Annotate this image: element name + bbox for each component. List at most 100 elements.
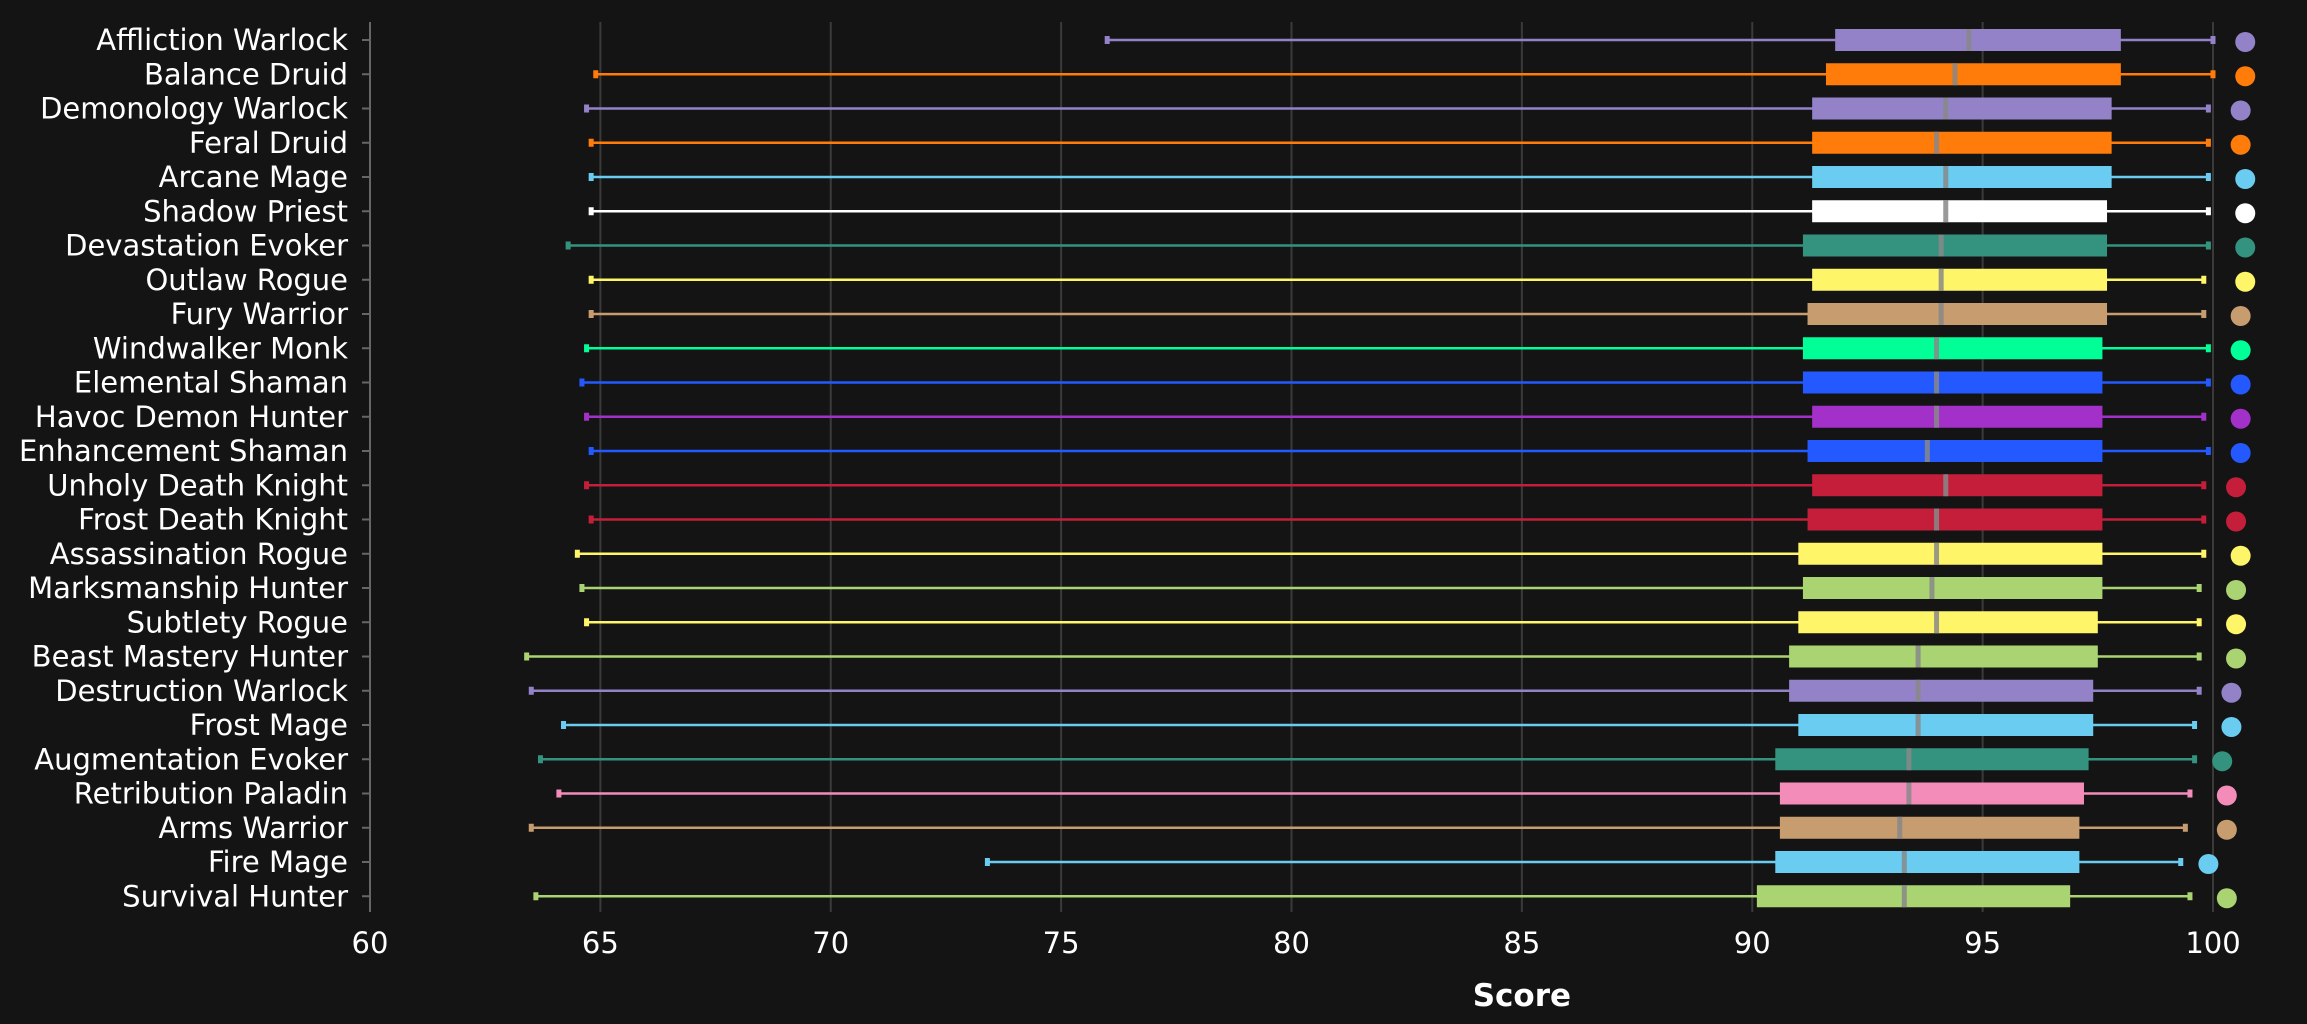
category-label: Demonology Warlock [40, 92, 348, 126]
x-tick-label: 70 [812, 926, 849, 960]
whisker-cap-max [2210, 70, 2216, 79]
mean-dot [2230, 374, 2251, 395]
x-tick-label: 85 [1503, 926, 1540, 960]
mean-dot [2230, 134, 2251, 155]
whisker-cap-max [2205, 378, 2211, 387]
box-row [1104, 29, 2256, 52]
mean-dot [2226, 511, 2247, 532]
iqr-box [1807, 440, 2103, 462]
iqr-box [1798, 611, 2098, 634]
median-mark [1934, 405, 1940, 428]
iqr-box [1807, 303, 2108, 325]
category-label: Arms Warrior [159, 811, 349, 845]
x-tick-label: 90 [1734, 926, 1771, 960]
mean-dot [2198, 854, 2219, 874]
x-tick-label: 60 [352, 926, 389, 960]
whisker-cap-max [2187, 892, 2193, 901]
mean-dot [2230, 306, 2251, 326]
mean-dot [2230, 545, 2251, 566]
whisker-cap-min [565, 241, 571, 250]
box-row [588, 440, 2251, 463]
mean-dot [2235, 203, 2256, 224]
iqr-box [1789, 679, 2094, 702]
iqr-box [1807, 508, 2103, 531]
whisker-cap-min [588, 173, 594, 181]
iqr-box [1775, 851, 2080, 873]
whisker-cap-max [2205, 344, 2211, 353]
median-mark [1906, 782, 1912, 805]
category-label: Unholy Death Knight [47, 468, 348, 502]
whisker-cap-max [2201, 515, 2207, 524]
median-mark [1906, 748, 1912, 771]
median-mark [1915, 645, 1921, 668]
whisker-cap-max [2196, 652, 2202, 661]
box-row [579, 371, 2251, 395]
whisker-cap-min [984, 858, 990, 866]
whisker-cap-max [2201, 412, 2207, 421]
median-mark [1934, 371, 1940, 394]
iqr-box [1812, 131, 2112, 154]
category-label: Arcane Mage [159, 160, 348, 194]
whisker-cap-min [528, 686, 534, 695]
box-row [524, 645, 2247, 669]
mean-dot [2235, 32, 2256, 52]
category-label: Balance Druid [144, 57, 348, 91]
median-mark [1966, 29, 1972, 51]
category-label: Outlaw Rogue [145, 263, 348, 297]
whisker-cap-min [588, 138, 594, 147]
iqr-box [1775, 748, 2089, 771]
box-row [579, 577, 2247, 600]
median-mark [1934, 611, 1940, 634]
whisker-cap-max [2201, 275, 2207, 284]
mean-dot [2235, 66, 2256, 87]
whisker-cap-max [2201, 549, 2207, 558]
whisker-cap-min [574, 549, 580, 558]
category-label: Fire Mage [208, 845, 348, 879]
mean-dot [2216, 819, 2237, 840]
series-boxes [524, 29, 2256, 909]
whisker-cap-min [528, 823, 534, 832]
whisker-cap-max [2178, 858, 2184, 866]
median-mark [1934, 131, 1940, 154]
box-row [561, 714, 2242, 737]
category-label: Survival Hunter [122, 879, 348, 913]
iqr-box [1789, 645, 2098, 668]
mean-dot [2230, 408, 2251, 429]
category-label: Destruction Warlock [55, 674, 348, 708]
iqr-box [1812, 200, 2108, 223]
whisker-cap-max [2201, 310, 2207, 318]
whisker-cap-max [2205, 138, 2211, 147]
category-label: Enhancement Shaman [19, 434, 348, 468]
x-tick-label: 100 [2185, 926, 2240, 960]
whisker-cap-max [2205, 241, 2211, 250]
mean-dot [2226, 614, 2247, 635]
mean-dot [2230, 340, 2251, 361]
box-row [574, 542, 2251, 566]
mean-dot [2235, 237, 2256, 258]
box-row [584, 474, 2247, 498]
axes: 60 65 70 75 80 85 90 95 100 [352, 22, 2241, 960]
median-mark [1934, 508, 1940, 531]
median-mark [1934, 337, 1940, 360]
category-label: Havoc Demon Hunter [35, 400, 348, 434]
median-mark [1938, 303, 1944, 325]
box-row [984, 851, 2219, 874]
whisker-cap-min [579, 378, 585, 387]
median-mark [1924, 440, 1930, 462]
category-label: Feral Druid [189, 126, 348, 160]
box-row [584, 611, 2247, 635]
iqr-box [1756, 885, 2071, 908]
whisker-cap-min [588, 310, 594, 318]
whisker-cap-max [2182, 823, 2188, 832]
whisker-cap-max [2205, 447, 2211, 455]
iqr-box [1802, 234, 2108, 257]
mean-dot [2226, 477, 2247, 498]
whisker-cap-min [593, 70, 599, 79]
whisker-cap-max [2205, 173, 2211, 181]
median-mark [1897, 816, 1903, 839]
median-mark [1943, 200, 1949, 223]
whisker-cap-min [556, 789, 562, 798]
x-tick-label: 95 [1964, 926, 2001, 960]
box-row [528, 816, 2237, 840]
